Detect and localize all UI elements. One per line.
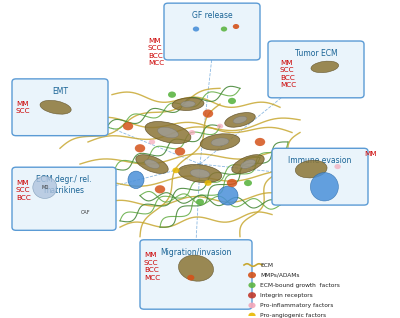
Ellipse shape	[232, 155, 264, 173]
Ellipse shape	[145, 160, 159, 169]
Circle shape	[168, 92, 176, 98]
Text: MM
SCC
BCC
MCC: MM SCC BCC MCC	[148, 38, 164, 66]
Ellipse shape	[233, 116, 247, 123]
Circle shape	[244, 180, 252, 186]
Text: ECM degr./ rel.
matrikines: ECM degr./ rel. matrikines	[36, 175, 92, 195]
Ellipse shape	[33, 176, 57, 198]
Circle shape	[175, 147, 185, 156]
Ellipse shape	[211, 138, 229, 146]
Ellipse shape	[178, 255, 214, 281]
Circle shape	[248, 272, 256, 278]
Circle shape	[248, 282, 256, 288]
FancyBboxPatch shape	[140, 240, 252, 309]
Text: MM
SCC: MM SCC	[16, 101, 31, 114]
Ellipse shape	[295, 160, 327, 178]
Text: MM: MM	[364, 151, 376, 157]
Ellipse shape	[241, 160, 255, 169]
Text: Pro-inflammatory factors: Pro-inflammatory factors	[260, 303, 333, 308]
Circle shape	[248, 313, 256, 318]
Text: EMT: EMT	[52, 87, 68, 96]
Text: GF release: GF release	[192, 11, 232, 20]
Circle shape	[334, 164, 341, 169]
Circle shape	[233, 24, 239, 29]
Circle shape	[135, 144, 145, 152]
Ellipse shape	[200, 134, 240, 150]
Text: CAF: CAF	[80, 211, 90, 216]
Text: Immune evasion: Immune evasion	[288, 156, 352, 165]
Circle shape	[248, 292, 256, 299]
Ellipse shape	[40, 100, 71, 114]
Ellipse shape	[190, 169, 210, 178]
Circle shape	[123, 122, 133, 130]
FancyBboxPatch shape	[268, 41, 364, 98]
Circle shape	[227, 179, 237, 187]
Circle shape	[187, 275, 194, 280]
FancyBboxPatch shape	[12, 79, 108, 136]
Circle shape	[204, 180, 212, 186]
Ellipse shape	[145, 121, 191, 143]
Text: Tumor ECM: Tumor ECM	[295, 49, 337, 58]
Ellipse shape	[158, 127, 178, 138]
FancyBboxPatch shape	[272, 148, 368, 205]
Circle shape	[255, 138, 265, 146]
Circle shape	[155, 185, 165, 193]
FancyBboxPatch shape	[164, 3, 260, 60]
Circle shape	[193, 26, 199, 31]
Text: ECM: ECM	[260, 263, 273, 267]
Ellipse shape	[310, 173, 338, 201]
Ellipse shape	[128, 171, 144, 189]
Circle shape	[189, 130, 195, 135]
Ellipse shape	[225, 113, 255, 127]
FancyBboxPatch shape	[12, 167, 116, 230]
Text: MMPs/ADAMs: MMPs/ADAMs	[260, 273, 300, 278]
Text: M0: M0	[41, 185, 48, 190]
Text: ECM-bound growth  factors: ECM-bound growth factors	[260, 283, 340, 288]
Circle shape	[172, 168, 180, 173]
Text: Migration/invasion: Migration/invasion	[160, 248, 232, 257]
Ellipse shape	[178, 164, 222, 183]
Ellipse shape	[311, 61, 339, 73]
Ellipse shape	[218, 186, 238, 205]
Text: Integrin receptors: Integrin receptors	[260, 293, 313, 298]
Circle shape	[248, 302, 256, 308]
Circle shape	[221, 26, 227, 31]
Text: MM
SCC
BCC
MCC: MM SCC BCC MCC	[280, 60, 296, 88]
Text: Pro-angiogenic factors: Pro-angiogenic factors	[260, 313, 326, 318]
Text: MM
SCC
BCC: MM SCC BCC	[16, 180, 31, 201]
Ellipse shape	[172, 98, 204, 110]
Circle shape	[196, 199, 204, 205]
Circle shape	[203, 109, 213, 118]
Text: MM
SCC
BCC
MCC: MM SCC BCC MCC	[144, 252, 160, 281]
Ellipse shape	[181, 101, 195, 107]
Circle shape	[217, 124, 223, 129]
Circle shape	[228, 98, 236, 104]
Ellipse shape	[136, 155, 168, 173]
Circle shape	[149, 140, 155, 144]
